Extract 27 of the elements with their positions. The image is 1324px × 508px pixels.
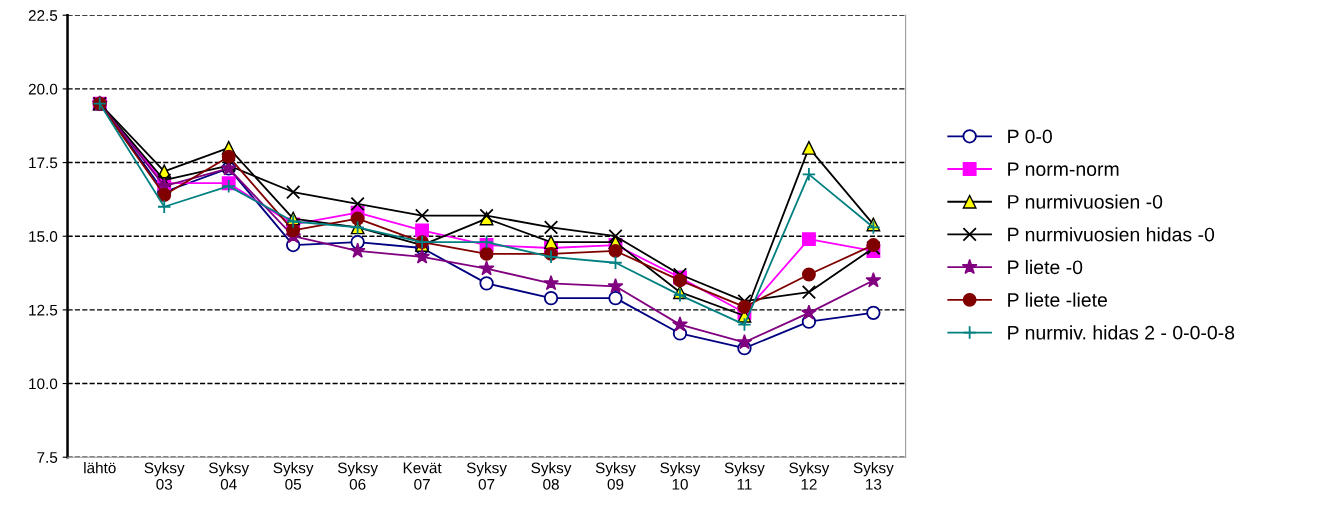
legend-label: P liete -liete — [1008, 292, 1107, 307]
x-tick-label: lähtö — [84, 462, 116, 474]
x-tick-label: Kevät 07 — [403, 462, 442, 490]
x-tick-label: Syksy 08 — [531, 462, 572, 490]
x-tick-label: Syksy 09 — [595, 462, 636, 490]
legend-label: P norm-norm — [1008, 162, 1119, 177]
x-tick-label: Syksy 06 — [337, 462, 378, 490]
x-tick-label: Syksy 04 — [209, 462, 250, 490]
y-tick-label: 20.0 — [28, 83, 58, 95]
y-tick-label: 15.0 — [29, 231, 58, 242]
y-tick-label: 7.5 — [37, 452, 58, 463]
legend-label: P nurmivuosien hidas -0 — [1008, 227, 1215, 242]
legend-label: P 0-0 — [1008, 129, 1052, 144]
y-tick-label: 17.5 — [29, 157, 58, 169]
x-tick-label: Syksy 11 — [724, 462, 765, 490]
x-tick-label: Syksy 07 — [466, 462, 507, 490]
legend-label: P nurmiv. hidas 2 - 0-0-0-8 — [1008, 325, 1235, 340]
legend-label: P liete -0 — [1008, 259, 1083, 275]
x-tick-label: Syksy 10 — [660, 462, 701, 490]
y-tick-label: 12.5 — [29, 304, 58, 316]
y-tick-label: 22.5 — [28, 10, 58, 21]
y-tick-label: 10.0 — [29, 378, 58, 390]
x-tick-label: Syksy 03 — [144, 462, 185, 490]
x-tick-label: Syksy 12 — [789, 462, 830, 490]
legend-label: P nurmivuosien -0 — [1008, 194, 1163, 209]
x-tick-label: Syksy 05 — [273, 462, 314, 490]
x-tick-label: Syksy 13 — [853, 462, 894, 490]
